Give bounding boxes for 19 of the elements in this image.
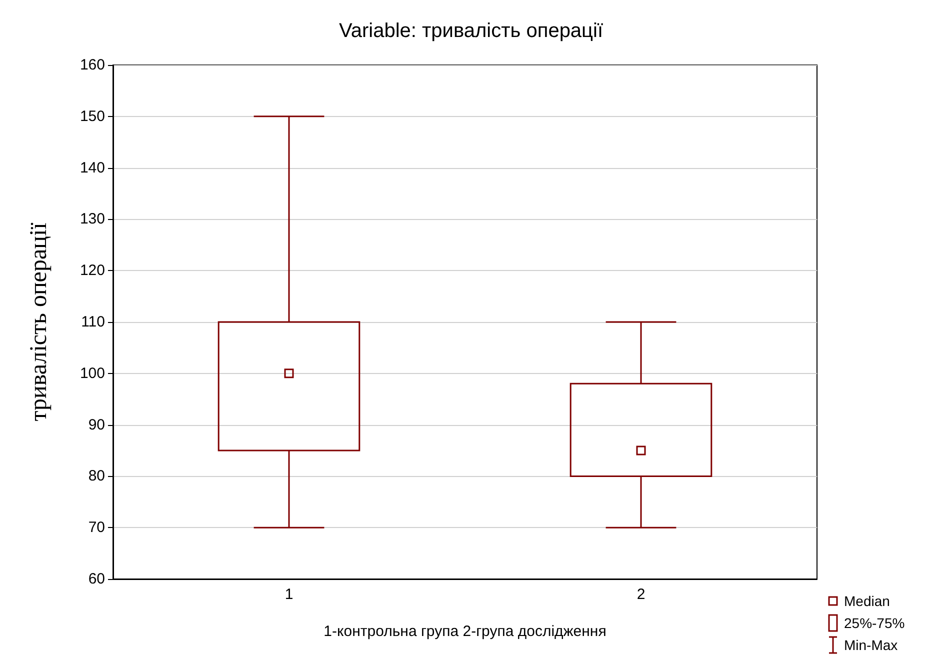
text: Min-Max [844, 637, 898, 653]
y-axis-title: тривалість операції [26, 222, 52, 422]
y-tick-label: 140 [80, 159, 105, 176]
y-tick-label: 70 [88, 519, 105, 536]
y-tick-label: 90 [88, 416, 105, 434]
text: Median [844, 593, 890, 609]
y-tick-label: 100 [80, 364, 105, 382]
y-tick-label: 110 [81, 314, 105, 330]
y-tick-label: 120 [80, 262, 105, 280]
x-tick-label: 1 [284, 586, 294, 603]
y-tick-label: 160 [80, 56, 105, 74]
x-tick-label: 2 [636, 586, 646, 603]
y-tick-label: 80 [88, 468, 105, 485]
x-axis-title: 1-контрольна група 2-група дослідження [324, 623, 606, 640]
y-tick-label: 130 [80, 210, 105, 228]
text: 25%-75% [844, 615, 905, 631]
chart-title: Variable: тривалість операції [338, 20, 604, 42]
y-tick-label: 150 [80, 108, 105, 125]
y-tick-label: 60 [88, 570, 105, 588]
